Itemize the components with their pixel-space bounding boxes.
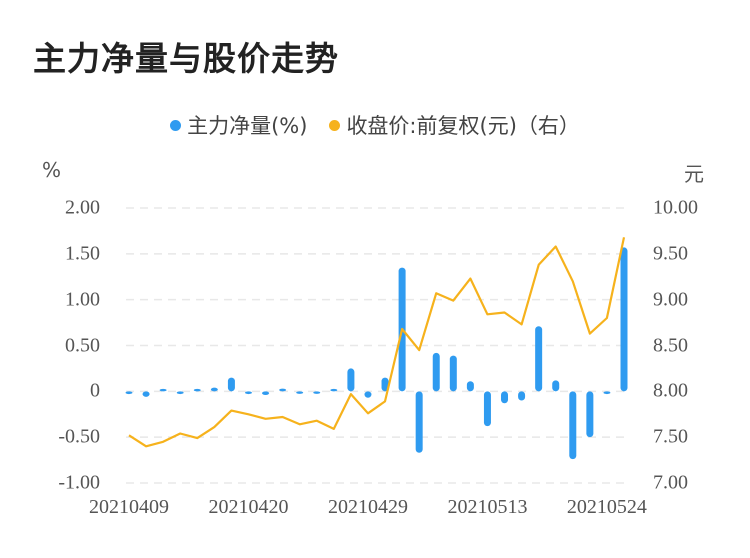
legend: 主力净量(%) 收盘价:前复权(元)（右） <box>0 110 750 140</box>
bar[interactable] <box>227 377 235 392</box>
bar[interactable] <box>176 391 184 395</box>
bar[interactable] <box>279 388 287 392</box>
legend-item-net-volume[interactable]: 主力净量(%) <box>170 110 307 140</box>
net-volume-bars <box>125 247 628 460</box>
x-tick-label: 20210429 <box>327 496 408 518</box>
bar[interactable] <box>210 387 218 392</box>
bar[interactable] <box>159 388 167 392</box>
bar[interactable] <box>244 391 252 395</box>
right-tick-label: 8.50 <box>653 334 688 356</box>
right-tick-label: 9.50 <box>653 242 688 265</box>
bar[interactable] <box>262 391 270 395</box>
x-tick-label: 20210409 <box>89 496 169 518</box>
bar[interactable] <box>535 326 543 392</box>
right-tick-label: 8.00 <box>653 379 688 402</box>
bar[interactable] <box>193 388 201 392</box>
left-axis-unit: % <box>42 158 62 182</box>
left-tick-label: 1.50 <box>65 242 100 265</box>
right-tick-label: 9.00 <box>653 288 688 311</box>
bar[interactable] <box>364 391 372 398</box>
left-tick-label: -0.50 <box>58 425 100 448</box>
right-tick-label: 7.00 <box>653 471 688 494</box>
x-tick-label: 20210420 <box>208 496 289 518</box>
left-tick-label: 0.50 <box>65 334 100 356</box>
bar[interactable] <box>518 391 526 401</box>
bar[interactable] <box>586 391 594 438</box>
x-tick-label: 20210513 <box>447 496 528 518</box>
bar[interactable] <box>313 391 321 394</box>
bar[interactable] <box>415 391 423 453</box>
left-tick-label: 0 <box>90 379 100 402</box>
bar[interactable] <box>449 355 457 392</box>
x-tick-label: 20210524 <box>566 496 647 518</box>
bar[interactable] <box>620 247 628 392</box>
bar[interactable] <box>296 391 304 394</box>
left-tick-label: 1.00 <box>65 288 100 311</box>
right-tick-label: 10.00 <box>653 196 698 219</box>
bar[interactable] <box>501 391 509 404</box>
bar[interactable] <box>432 352 440 392</box>
bar[interactable] <box>381 377 389 392</box>
legend-dot-yellow-icon <box>329 119 341 131</box>
right-tick-label: 7.50 <box>653 425 688 448</box>
left-tick-label: -1.00 <box>58 471 100 494</box>
legend-dot-blue-icon <box>170 119 182 131</box>
left-tick-label: 2.00 <box>65 196 100 219</box>
legend-item-close-price[interactable]: 收盘价:前复权(元)（右） <box>329 110 580 140</box>
legend-label: 主力净量(%) <box>187 114 308 138</box>
bar[interactable] <box>483 391 491 427</box>
bar[interactable] <box>466 381 474 392</box>
close-price-line <box>128 237 626 448</box>
bar[interactable] <box>330 388 338 392</box>
bar[interactable] <box>603 391 611 395</box>
bar[interactable] <box>569 391 577 460</box>
gridlines <box>126 207 630 484</box>
chart-title: 主力净量与股价走势 <box>33 39 339 78</box>
bar[interactable] <box>125 391 133 395</box>
bar[interactable] <box>552 380 560 392</box>
bar[interactable] <box>347 368 355 392</box>
right-axis-unit: 元 <box>684 162 704 186</box>
bar[interactable] <box>142 391 150 397</box>
legend-label: 收盘价:前复权(元)（右） <box>346 114 580 138</box>
